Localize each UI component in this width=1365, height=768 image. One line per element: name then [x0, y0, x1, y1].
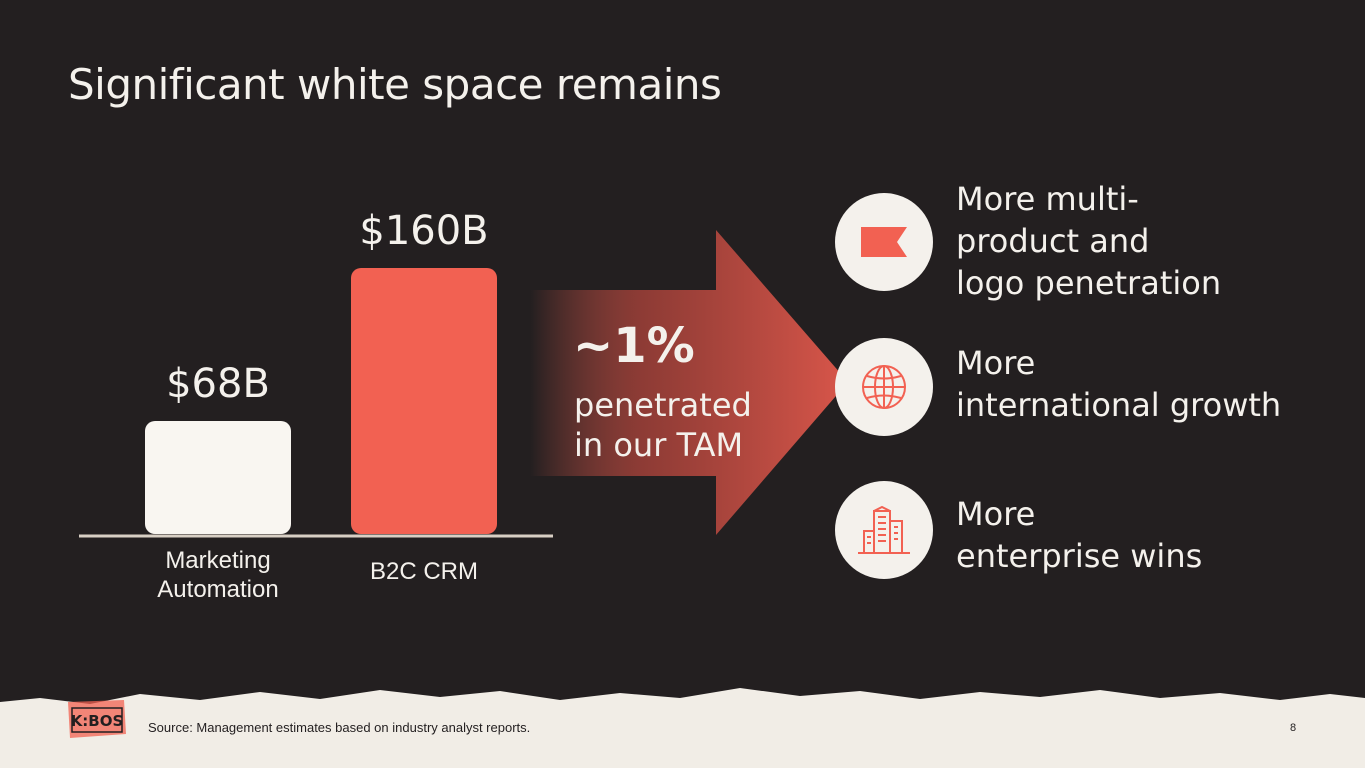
- item-text-multi-product: More multi- product and logo penetration: [956, 180, 1222, 302]
- kbos-logo: K:BOS: [68, 700, 126, 738]
- bar-1: [351, 268, 497, 534]
- penetration-label: penetrated in our TAM: [574, 386, 752, 464]
- bar-value-label-1: $160B: [359, 208, 489, 254]
- item-circle-globe: [835, 338, 933, 436]
- footer-band: [0, 688, 1365, 768]
- item-circle-flag: [835, 193, 933, 291]
- flag-icon: [861, 227, 907, 257]
- arrow-shape: [530, 230, 848, 535]
- item-text-enterprise: More enterprise wins: [956, 495, 1203, 575]
- bar-value-label-0: $68B: [166, 360, 270, 407]
- logo-text: K:BOS: [71, 712, 124, 730]
- bar-0: [145, 420, 291, 534]
- source-note: Source: Management estimates based on in…: [148, 720, 531, 735]
- page-number: 8: [1290, 722, 1297, 734]
- bar-category-label-1: B2C CRM: [369, 558, 478, 585]
- item-circle-buildings: [835, 481, 933, 579]
- globe-icon: [862, 365, 906, 409]
- penetration-value: ~1%: [573, 318, 695, 374]
- page-title: Significant white space remains: [68, 60, 722, 109]
- buildings-icon: [858, 505, 910, 554]
- item-text-international: More international growth: [956, 344, 1282, 424]
- bar-category-label-0: Marketing Automation: [157, 547, 279, 603]
